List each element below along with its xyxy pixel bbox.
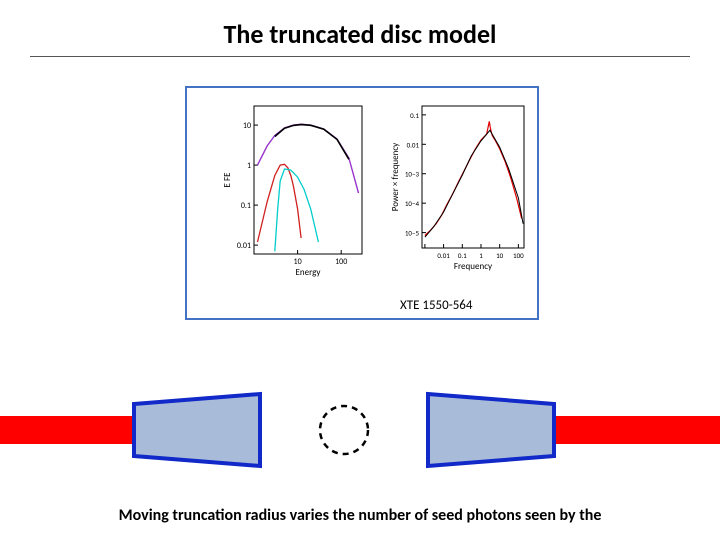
svg-text:0.01: 0.01 bbox=[237, 241, 251, 251]
slide-title: The truncated disc model bbox=[0, 18, 720, 50]
svg-text:10: 10 bbox=[496, 251, 504, 260]
disc-diagram bbox=[0, 390, 720, 470]
chart-frame: 101000.010.1110EnergyE FE 0.010.11101001… bbox=[185, 86, 539, 320]
svg-text:0.1: 0.1 bbox=[241, 201, 251, 211]
svg-text:100: 100 bbox=[335, 257, 347, 267]
svg-text:10: 10 bbox=[243, 121, 251, 131]
svg-text:100: 100 bbox=[513, 251, 524, 260]
svg-text:10−5: 10−5 bbox=[405, 229, 420, 238]
svg-text:E FE: E FE bbox=[222, 172, 233, 188]
svg-text:1: 1 bbox=[479, 251, 483, 260]
slide: The truncated disc model 101000.010.1110… bbox=[0, 0, 720, 540]
svg-text:10−4: 10−4 bbox=[405, 199, 420, 208]
svg-text:0.01: 0.01 bbox=[437, 251, 450, 260]
pds-chart: 0.010.111010010−510−410−30.010.1Frequenc… bbox=[388, 102, 528, 272]
svg-text:0.1: 0.1 bbox=[410, 111, 419, 120]
svg-text:Energy: Energy bbox=[296, 267, 322, 278]
svg-text:10−3: 10−3 bbox=[405, 170, 420, 179]
title-underline bbox=[30, 56, 690, 57]
svg-text:Frequency: Frequency bbox=[454, 261, 493, 272]
svg-text:0.1: 0.1 bbox=[458, 251, 467, 260]
footer-text: Moving truncation radius varies the numb… bbox=[0, 506, 720, 525]
svg-text:0.01: 0.01 bbox=[407, 140, 420, 149]
svg-text:Power × frequency: Power × frequency bbox=[390, 142, 401, 211]
spectrum-chart: 101000.010.1110EnergyE FE bbox=[220, 102, 366, 278]
source-label: XTE 1550-564 bbox=[400, 298, 472, 313]
svg-text:1: 1 bbox=[247, 161, 251, 171]
svg-text:10: 10 bbox=[294, 257, 302, 267]
